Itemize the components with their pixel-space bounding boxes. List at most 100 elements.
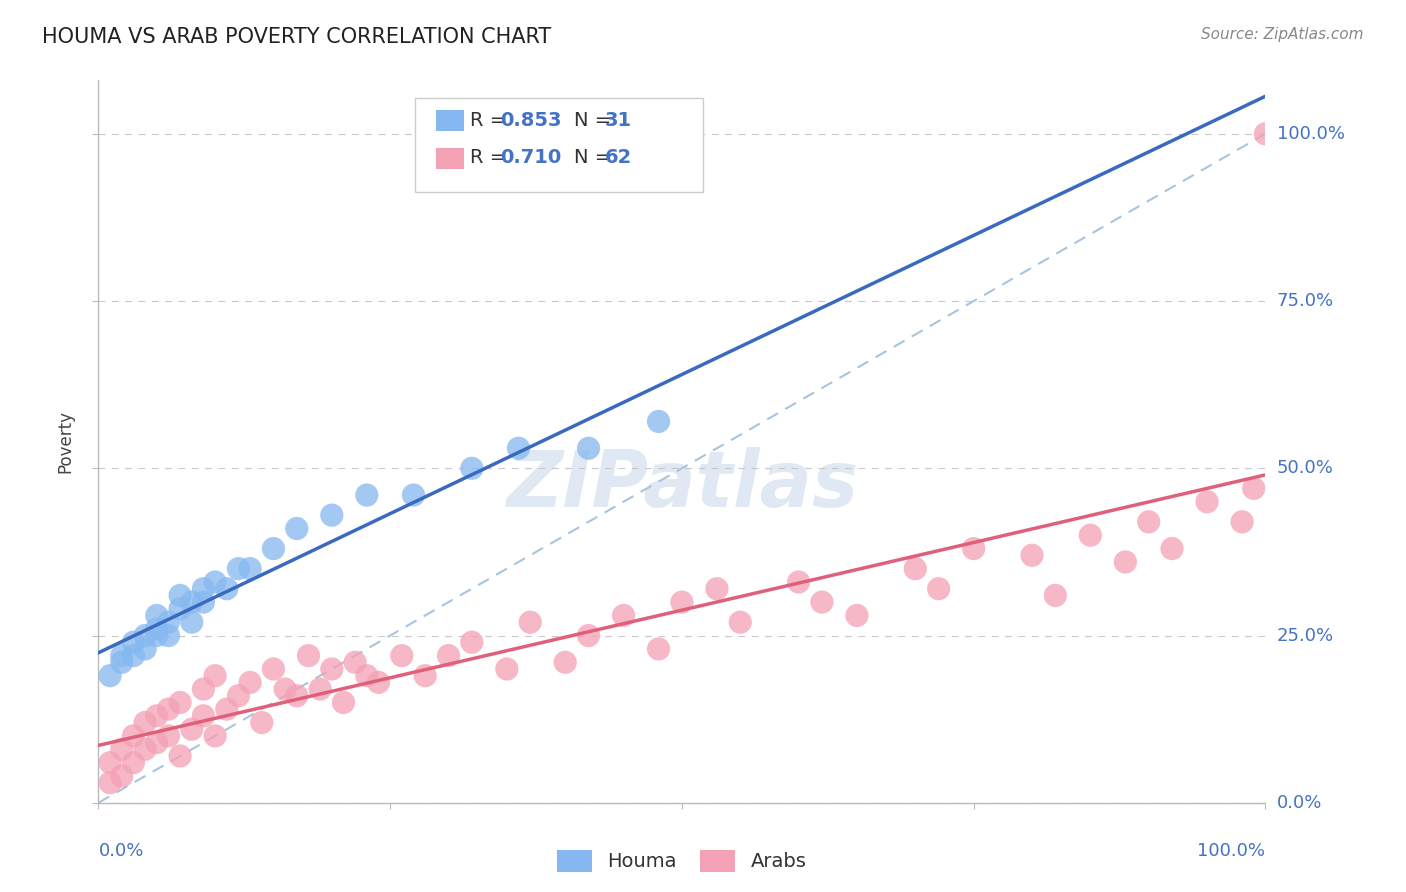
Point	[193, 595, 215, 609]
Point	[111, 648, 134, 663]
Point	[962, 541, 984, 556]
Point	[122, 729, 145, 743]
Point	[1161, 541, 1184, 556]
Text: Source: ZipAtlas.com: Source: ZipAtlas.com	[1201, 27, 1364, 42]
Point	[204, 729, 226, 743]
Point	[508, 442, 530, 455]
Text: 100.0%: 100.0%	[1277, 125, 1344, 143]
Text: HOUMA VS ARAB POVERTY CORRELATION CHART: HOUMA VS ARAB POVERTY CORRELATION CHART	[42, 27, 551, 46]
Point	[811, 595, 834, 609]
Point	[111, 655, 134, 669]
Point	[356, 488, 378, 502]
Point	[344, 655, 367, 669]
Point	[1230, 515, 1253, 529]
Point	[228, 562, 250, 576]
Point	[1021, 548, 1043, 563]
Point	[146, 735, 169, 749]
Point	[146, 608, 169, 623]
Text: 62: 62	[605, 148, 631, 168]
Text: 0.853: 0.853	[501, 111, 562, 130]
Text: 0.710: 0.710	[501, 148, 562, 168]
Point	[402, 488, 425, 502]
Point	[146, 708, 169, 723]
Point	[647, 414, 669, 429]
Text: ZIPatlas: ZIPatlas	[506, 447, 858, 523]
Point	[169, 589, 191, 603]
Point	[134, 715, 156, 730]
Text: 0.0%: 0.0%	[98, 842, 143, 860]
Point	[228, 689, 250, 703]
Point	[309, 681, 332, 696]
Point	[215, 582, 238, 596]
Point	[1137, 515, 1160, 529]
Point	[1080, 528, 1102, 542]
Point	[671, 595, 693, 609]
Point	[578, 628, 600, 642]
Point	[1114, 555, 1136, 569]
Point	[904, 562, 927, 576]
Point	[111, 769, 134, 783]
Point	[204, 669, 226, 683]
Point	[297, 648, 319, 663]
Point	[215, 702, 238, 716]
Text: N =: N =	[574, 148, 617, 168]
Point	[169, 602, 191, 616]
Point	[1195, 494, 1218, 508]
Point	[367, 675, 389, 690]
Point	[1243, 482, 1265, 496]
Text: 25.0%: 25.0%	[1277, 626, 1334, 645]
Point	[321, 662, 343, 676]
Point	[332, 696, 354, 710]
Point	[787, 575, 810, 590]
Point	[180, 595, 202, 609]
Point	[122, 635, 145, 649]
Y-axis label: Poverty: Poverty	[56, 410, 75, 473]
Point	[437, 648, 460, 663]
Point	[157, 615, 180, 630]
Text: R =: R =	[470, 148, 512, 168]
Point	[262, 662, 284, 676]
Point	[146, 628, 169, 642]
Point	[239, 675, 262, 690]
Point	[193, 681, 215, 696]
Point	[193, 708, 215, 723]
Point	[554, 655, 576, 669]
Point	[1045, 589, 1067, 603]
Point	[461, 635, 484, 649]
Point	[321, 508, 343, 523]
Point	[496, 662, 519, 676]
Point	[111, 742, 134, 756]
Text: 31: 31	[605, 111, 631, 130]
Point	[647, 642, 669, 657]
Point	[285, 689, 308, 703]
Point	[122, 756, 145, 770]
Point	[157, 702, 180, 716]
Point	[157, 729, 180, 743]
Point	[204, 575, 226, 590]
Point	[98, 756, 121, 770]
Point	[928, 582, 950, 596]
Point	[262, 541, 284, 556]
Point	[169, 696, 191, 710]
Point	[613, 608, 636, 623]
Point	[180, 615, 202, 630]
Point	[356, 669, 378, 683]
Point	[239, 562, 262, 576]
Point	[413, 669, 436, 683]
Point	[146, 622, 169, 636]
Text: R =: R =	[470, 111, 512, 130]
Point	[730, 615, 752, 630]
Point	[134, 628, 156, 642]
Point	[134, 642, 156, 657]
Point	[706, 582, 728, 596]
Point	[250, 715, 273, 730]
Point	[578, 442, 600, 455]
Point	[98, 669, 121, 683]
Point	[519, 615, 541, 630]
Text: N =: N =	[574, 111, 617, 130]
Point	[180, 723, 202, 737]
Point	[134, 742, 156, 756]
Text: 75.0%: 75.0%	[1277, 292, 1334, 310]
Point	[274, 681, 297, 696]
Point	[285, 521, 308, 535]
